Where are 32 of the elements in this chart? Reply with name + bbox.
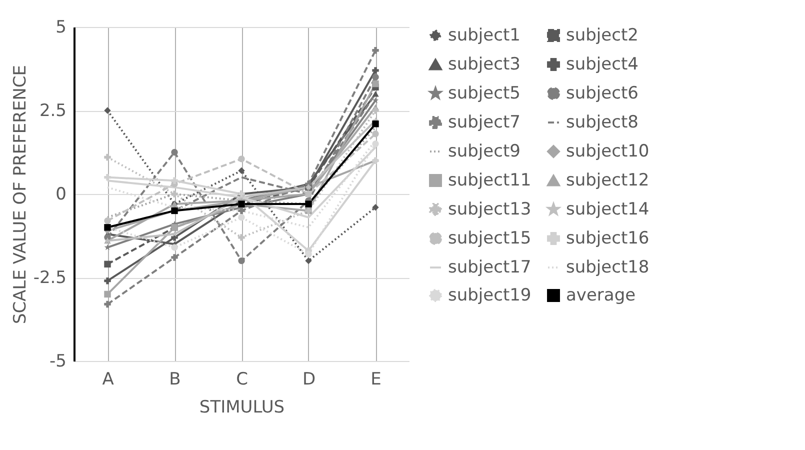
legend-label: subject19 [448,286,532,306]
legend-label: subject16 [566,228,650,248]
legend-label: subject9 [448,142,520,162]
y-tick-label: 0 [56,184,66,204]
legend-label: subject11 [448,170,532,190]
x-tick-label: A [102,370,114,390]
x-tick-label: D [302,370,316,390]
x-tick-label: B [169,370,181,390]
legend-label: subject4 [566,54,638,74]
legend-label: subject18 [566,258,650,278]
y-tick-label: 5 [56,18,66,38]
legend-label: subject7 [448,112,520,132]
y-axis-title: SCALE VALUE OF PREFERENCE [10,64,30,324]
legend-label: subject8 [566,112,638,132]
legend-label: subject6 [566,84,638,104]
legend-label: subject10 [566,142,650,162]
legend-label: average [566,286,636,306]
y-tick-label: -5 [50,352,66,372]
x-tick-label: E [370,370,382,390]
y-tick-label: 2.5 [39,101,66,121]
legend-label: subject14 [566,200,650,220]
legend-label: subject3 [448,54,520,74]
legend-label: subject12 [566,170,650,190]
legend-label: subject13 [448,200,532,220]
legend-label: subject17 [448,258,532,278]
y-tick-label: -2.5 [33,268,66,288]
legend-label: subject1 [448,26,520,46]
legend-label: subject15 [448,228,532,248]
x-tick-label: C [236,370,248,390]
x-axis-title: STIMULUS [199,398,285,418]
legend-label: subject5 [448,84,520,104]
legend-label: subject2 [566,26,638,46]
